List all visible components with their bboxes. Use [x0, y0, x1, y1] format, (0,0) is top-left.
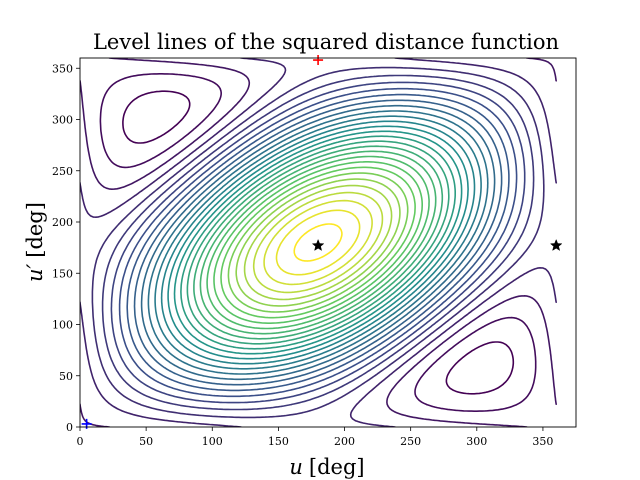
y-tick-label: 350 [52, 62, 73, 75]
contour-level-line [118, 87, 518, 398]
contour-level-line [80, 58, 557, 427]
contour-level-line [91, 66, 545, 419]
contour-level-line [140, 104, 496, 381]
contour-level-line [110, 81, 526, 404]
y-tick-label: 250 [52, 165, 73, 178]
contour-level-line [206, 155, 430, 330]
x-axis-label-unit: [deg] [309, 455, 365, 479]
y-tick-label: 100 [52, 319, 73, 332]
contour-level-line [243, 184, 393, 301]
x-tick-label: 200 [334, 435, 355, 448]
contour-level-line [154, 115, 482, 370]
y-tick-label: 300 [52, 114, 73, 127]
contour-lines [80, 58, 557, 427]
contour-level-line [213, 161, 423, 324]
contour-level-line [99, 73, 537, 412]
x-tick-label: 0 [77, 435, 84, 448]
y-tick-label: 0 [66, 421, 73, 434]
x-axis-label: u [deg] [289, 455, 364, 479]
x-axis-label-var: u [289, 455, 303, 479]
contour-level-line [122, 90, 515, 395]
x-tick-label: 100 [202, 435, 223, 448]
contour-level-line [199, 150, 437, 335]
y-tick-label: 50 [59, 370, 73, 383]
contour-level-line [133, 99, 503, 386]
star-marker [549, 238, 563, 251]
plot-frame [79, 57, 577, 428]
contour-level-line [80, 58, 557, 427]
contour-level-line [275, 209, 361, 276]
x-axis: 0 50 100 150 200 250 300 350 [77, 427, 553, 448]
contour-level-line [252, 191, 384, 294]
contour-level-line [173, 130, 463, 355]
contour-level-line [167, 125, 469, 360]
star-marker [311, 238, 325, 251]
contour-level-line [220, 166, 416, 319]
contour-level-line [227, 172, 409, 313]
y-axis-label-var: u′ [23, 263, 47, 282]
contour-level-line [186, 140, 450, 345]
contour-level-line [126, 93, 510, 392]
contour-level-line [293, 223, 343, 262]
chart-title: Level lines of the squared distance func… [93, 30, 559, 54]
contour-level-line [147, 110, 489, 375]
y-axis: 0 50 100 150 200 250 300 350 [52, 62, 80, 434]
x-tick-label: 50 [139, 435, 153, 448]
y-axis-label-unit: [deg] [23, 202, 47, 258]
y-tick-label: 150 [52, 267, 73, 280]
contour-level-line [180, 135, 456, 350]
plot-area [79, 55, 577, 429]
x-tick-label: 250 [400, 435, 421, 448]
contour-level-line [193, 145, 444, 340]
x-tick-label: 300 [466, 435, 487, 448]
y-tick-label: 200 [52, 216, 73, 229]
x-tick-label: 350 [532, 435, 553, 448]
contour-level-line [263, 199, 373, 286]
contour-level-line [235, 178, 401, 307]
contour-level-line [101, 74, 535, 411]
contour-level-line [160, 120, 476, 365]
y-axis-label: u′ [deg] [23, 202, 47, 282]
x-tick-label: 150 [268, 435, 289, 448]
plus-marker [313, 55, 324, 66]
